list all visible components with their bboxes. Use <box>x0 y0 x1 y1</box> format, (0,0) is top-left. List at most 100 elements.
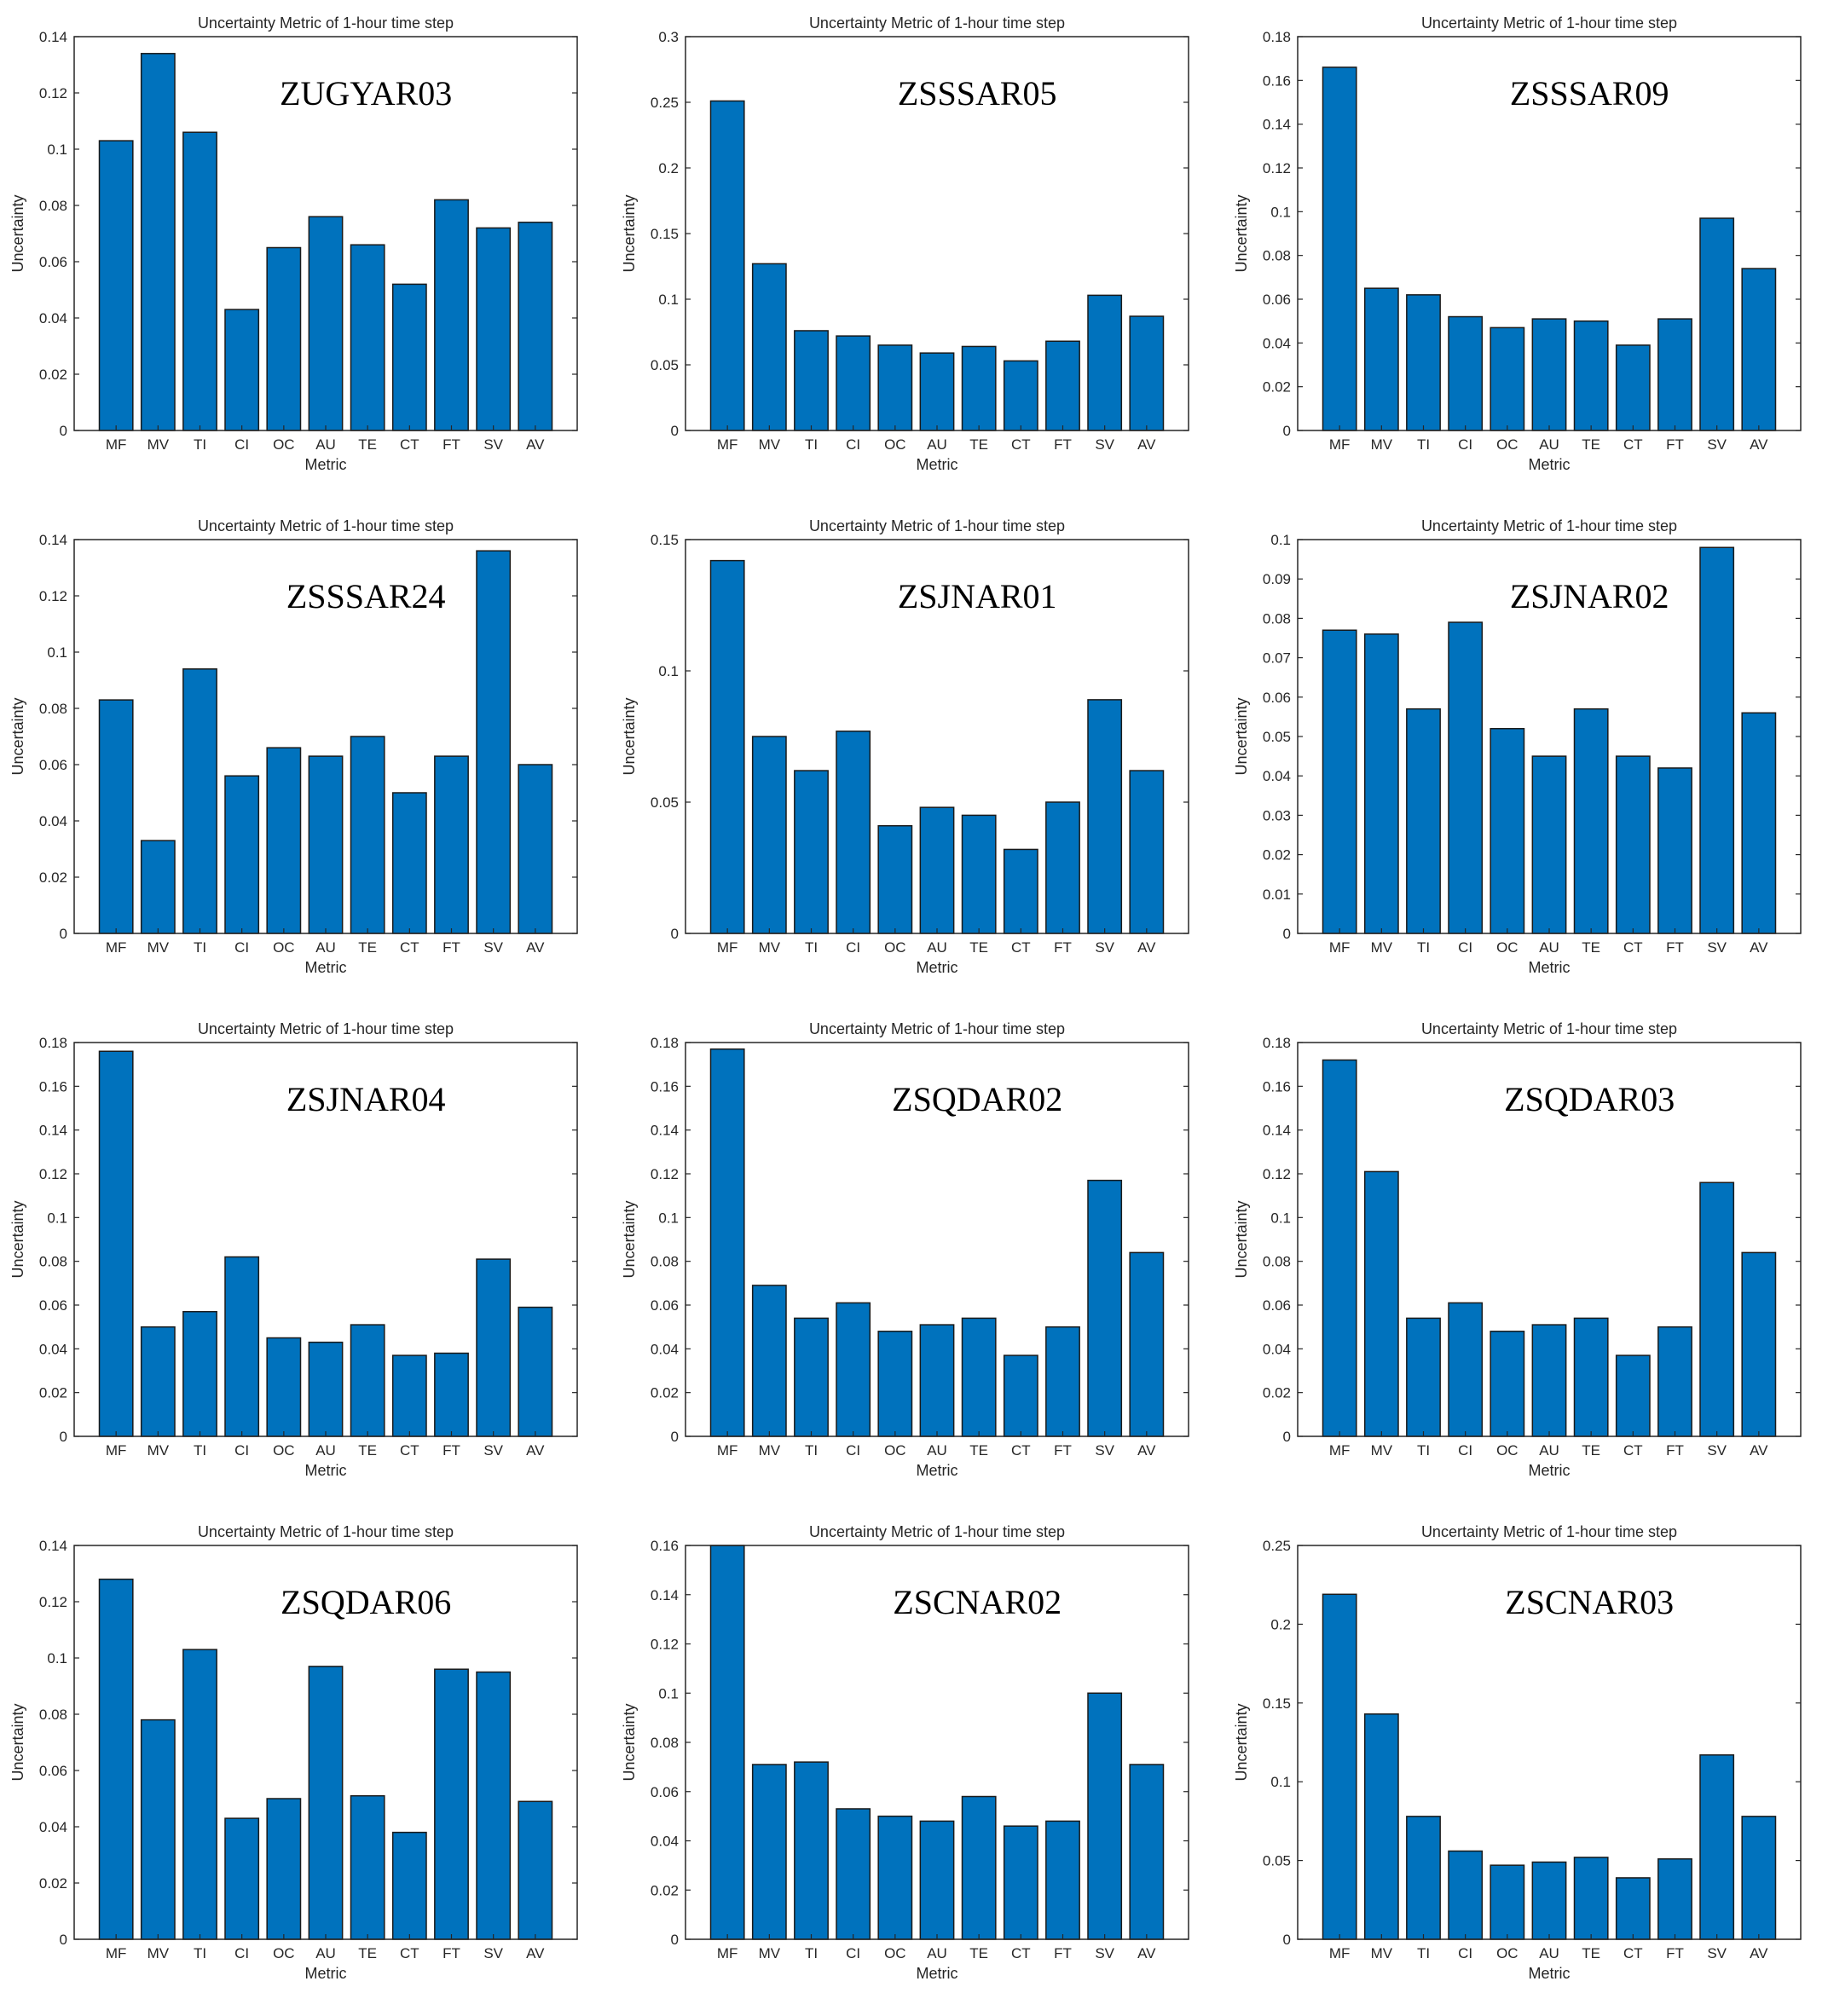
x-tick-label: FT <box>443 436 460 453</box>
x-tick-label: SV <box>483 1945 503 1961</box>
y-tick-label: 0.15 <box>1263 1695 1291 1712</box>
y-axis-label: Uncertainty <box>1233 1200 1250 1278</box>
x-tick-label: TE <box>358 1442 377 1459</box>
bar-au <box>919 806 955 934</box>
bar-ci <box>1448 1850 1484 1940</box>
x-axis-label: Metric <box>305 959 347 976</box>
y-tick-label: 0.08 <box>1263 1254 1291 1270</box>
y-tick-label: 0.05 <box>1263 1853 1291 1869</box>
y-tick-label: 0.12 <box>651 1166 679 1182</box>
bar-ct <box>391 283 427 431</box>
bar-mv <box>140 53 176 431</box>
x-axis-label: Metric <box>917 1965 958 1982</box>
x-tick-label: AV <box>526 436 545 453</box>
y-tick-label: 0.16 <box>651 1078 679 1095</box>
x-tick-label: AV <box>1750 939 1768 956</box>
bar-av <box>1741 268 1777 431</box>
bar-mf <box>98 699 134 934</box>
bar-mv <box>751 736 787 934</box>
x-tick-label: SV <box>1095 1442 1114 1459</box>
bar-ti <box>182 1649 217 1940</box>
y-tick-label: 0.14 <box>39 532 67 548</box>
x-tick-label: OC <box>273 939 295 956</box>
x-tick-label: TI <box>194 1945 206 1961</box>
bar-sv <box>476 1671 512 1940</box>
bar-ft <box>1045 340 1080 431</box>
x-tick-label: SV <box>1707 1945 1727 1961</box>
x-tick-label: CT <box>400 939 419 956</box>
bar-ci <box>1448 315 1484 431</box>
x-tick-label: CI <box>1458 1945 1472 1961</box>
bar-ct <box>1615 755 1651 934</box>
bar-ct <box>1615 1355 1651 1437</box>
x-tick-label: CT <box>1011 1442 1031 1459</box>
station-label: ZSSSAR05 <box>898 74 1057 113</box>
chart-svg: 0 0.05 0.1 0.15 MF MV TI CI OC AU TE CT FT SV AV Uncert… <box>621 517 1189 976</box>
chart-title: Uncertainty Metric of 1-hour time step <box>198 14 454 32</box>
chart-zsqdar03: 0 0.02 0.04 0.06 0.08 0.1 0.12 0.14 0.16 0.18 MF MV… <box>1228 1010 1828 1513</box>
bar-mv <box>751 1285 787 1437</box>
bar-mf <box>98 1578 134 1940</box>
x-tick-label: AV <box>526 939 545 956</box>
x-tick-label: MF <box>717 1945 738 1961</box>
chart-zugyar03: 0 0.02 0.04 0.06 0.08 0.1 0.12 0.14 MF MV TI CI OC AU… <box>4 4 614 507</box>
bar-sv <box>1087 294 1123 431</box>
bar-sv <box>476 1258 512 1437</box>
x-tick-label: CT <box>1011 436 1031 453</box>
chart-svg: 0 0.02 0.04 0.06 0.08 0.1 0.12 0.14 MF MV TI CI OC AU… <box>9 1523 578 1982</box>
bar-mf <box>709 100 745 431</box>
station-label: ZSQDAR02 <box>892 1080 1062 1118</box>
chart-zsjnar04: 0 0.02 0.04 0.06 0.08 0.1 0.12 0.14 0.16 0.18 MF MV… <box>4 1010 614 1513</box>
x-tick-label: OC <box>1496 1442 1519 1459</box>
y-tick-label: 0 <box>1283 926 1291 942</box>
bar-te <box>1573 1317 1609 1437</box>
station-label: ZSJNAR02 <box>1510 577 1669 615</box>
y-tick-label: 0.04 <box>651 1834 679 1850</box>
chart-svg: 0 0.02 0.04 0.06 0.08 0.1 0.12 0.14 0.16 0.18 MF MV… <box>621 1020 1189 1479</box>
x-axis-label: Metric <box>1529 959 1571 976</box>
bar-mv <box>140 1719 176 1940</box>
bar-oc <box>266 246 302 431</box>
bar-ti <box>794 1761 829 1940</box>
bar-ft <box>434 1352 469 1437</box>
x-tick-label: OC <box>1496 1945 1519 1961</box>
bar-oc <box>1490 728 1525 934</box>
x-tick-label: AV <box>1137 436 1156 453</box>
y-tick-label: 0.14 <box>1263 1123 1291 1139</box>
y-tick-label: 0.16 <box>1263 1078 1291 1095</box>
bar-mv <box>1363 287 1399 431</box>
y-tick-label: 0.18 <box>39 1035 67 1051</box>
y-tick-label: 0.1 <box>47 1210 67 1226</box>
x-tick-label: TI <box>1417 939 1430 956</box>
x-tick-label: MF <box>106 436 127 453</box>
x-tick-label: MF <box>1329 1945 1351 1961</box>
x-tick-label: AU <box>927 939 947 956</box>
x-tick-label: FT <box>1054 939 1072 956</box>
x-tick-label: SV <box>1095 1945 1114 1961</box>
y-tick-label: 0.08 <box>1263 248 1291 264</box>
chart-svg: 0 0.02 0.04 0.06 0.08 0.1 0.12 0.14 0.16 0.18 MF MV… <box>1233 1020 1802 1479</box>
bar-ct <box>1615 1877 1651 1940</box>
bar-ti <box>1406 708 1441 934</box>
y-tick-label: 0.12 <box>1263 160 1291 176</box>
y-tick-label: 0.04 <box>1263 1341 1291 1357</box>
bar-ct <box>1615 344 1651 431</box>
x-tick-label: TI <box>805 939 818 956</box>
x-tick-label: MV <box>148 939 170 956</box>
y-axis-label: Uncertainty <box>9 1703 26 1781</box>
y-tick-label: 0.12 <box>1263 1166 1291 1182</box>
y-tick-label: 0.25 <box>1263 1538 1291 1554</box>
x-tick-label: SV <box>1095 436 1114 453</box>
x-tick-label: TE <box>358 436 377 453</box>
y-tick-label: 0.12 <box>39 588 67 604</box>
x-tick-label: MF <box>1329 436 1351 453</box>
bar-au <box>1531 318 1567 431</box>
bar-au <box>308 216 344 431</box>
y-tick-label: 0 <box>60 1429 67 1445</box>
x-tick-label: MV <box>1371 939 1393 956</box>
bar-oc <box>877 824 913 934</box>
y-tick-label: 0.04 <box>39 1341 67 1357</box>
y-tick-label: 0.1 <box>658 1685 679 1701</box>
x-tick-label: CI <box>1458 1442 1472 1459</box>
chart-zsqdar06: 0 0.02 0.04 0.06 0.08 0.1 0.12 0.14 MF MV TI CI OC AU… <box>4 1513 614 2016</box>
